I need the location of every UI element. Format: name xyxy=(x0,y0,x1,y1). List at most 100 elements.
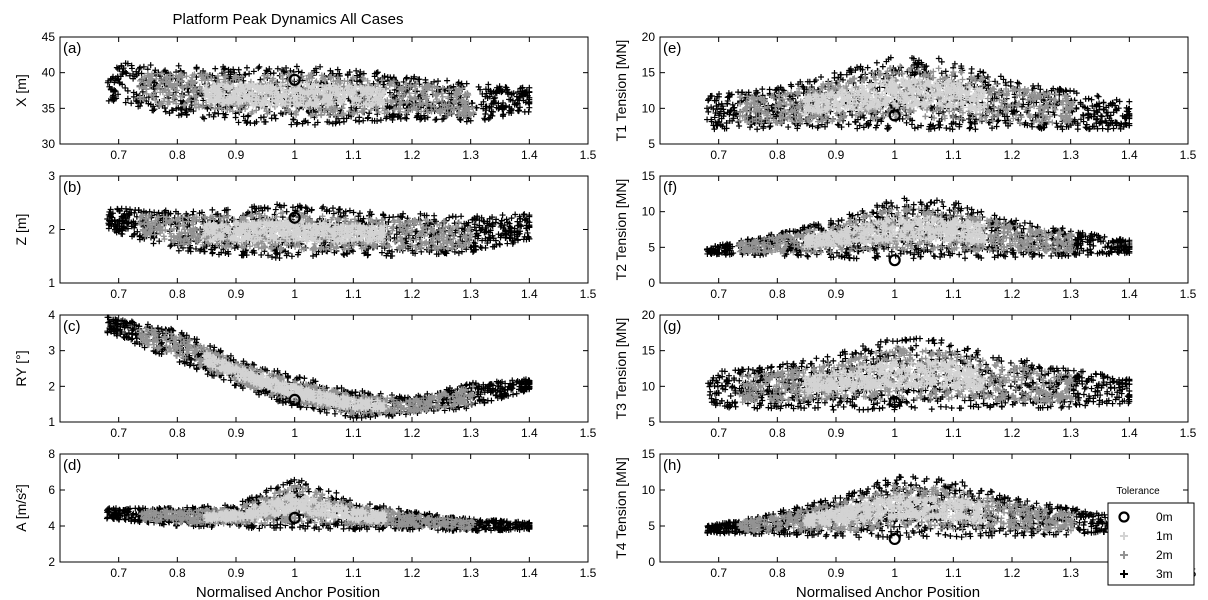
point-3m xyxy=(110,92,117,99)
point-3m xyxy=(479,90,486,97)
point-3m xyxy=(201,115,208,122)
y-tick-label: 1 xyxy=(48,276,55,290)
point-3m xyxy=(270,70,277,77)
point-3m xyxy=(334,66,341,73)
x-tick-label: 1.3 xyxy=(462,426,479,440)
point-3m xyxy=(288,121,295,128)
x-tick-label: 0.9 xyxy=(228,287,245,301)
point-3m xyxy=(257,114,264,121)
point-3m xyxy=(371,70,378,77)
point-3m xyxy=(449,213,456,220)
x-tick-label: 1.2 xyxy=(404,148,421,162)
point-3m xyxy=(288,111,295,118)
point-3m xyxy=(272,254,279,261)
y-tick-label: 2 xyxy=(48,223,55,237)
point-3m xyxy=(128,62,135,69)
point-3m xyxy=(525,108,532,115)
point-3m xyxy=(256,63,263,70)
point-3m xyxy=(506,96,513,103)
y-tick-label: 45 xyxy=(42,30,56,44)
x-tick-label: 0.9 xyxy=(228,426,245,440)
point-2m xyxy=(455,219,462,226)
point-3m xyxy=(209,206,216,213)
point-3m xyxy=(155,69,162,76)
x-tick-label: 1.3 xyxy=(462,148,479,162)
point-3m xyxy=(128,100,135,107)
x-tick-label: 1.2 xyxy=(404,287,421,301)
point-3m xyxy=(132,206,139,213)
point-3m xyxy=(176,358,183,365)
point-3m xyxy=(467,117,474,124)
x-tick-label: 0.7 xyxy=(110,287,127,301)
point-3m xyxy=(499,212,506,219)
x-tick-label: 1 xyxy=(291,426,298,440)
point-3m xyxy=(486,93,493,100)
point-3m xyxy=(277,110,284,117)
point-3m xyxy=(263,67,270,74)
x-tick-label: 0.8 xyxy=(169,426,186,440)
x-tick-label: 1.1 xyxy=(345,287,362,301)
y-tick-label: 35 xyxy=(42,101,56,115)
point-3m xyxy=(133,68,140,75)
point-3m xyxy=(348,77,355,84)
y-tick-label: 1 xyxy=(48,415,55,429)
point-3m xyxy=(124,95,131,102)
x-tick-label: 1.5 xyxy=(580,287,597,301)
y-tick-label: 3 xyxy=(48,344,55,358)
point-3m xyxy=(243,64,250,71)
point-3m xyxy=(126,72,133,79)
point-3m xyxy=(439,116,446,123)
point-3m xyxy=(185,89,192,96)
point-3m xyxy=(317,63,324,70)
point-3m xyxy=(184,85,191,92)
x-tick-label: 0.8 xyxy=(169,287,186,301)
x-tick-label: 0.7 xyxy=(110,426,127,440)
point-3m xyxy=(320,203,327,210)
point-3m xyxy=(162,108,169,115)
point-3m xyxy=(147,62,154,69)
x-tick-label: 1.5 xyxy=(580,426,597,440)
point-3m xyxy=(215,110,222,117)
point-3m xyxy=(431,212,438,219)
point-3m xyxy=(516,104,523,111)
point-3m xyxy=(329,205,336,212)
point-3m xyxy=(283,208,290,215)
point-3m xyxy=(209,250,216,257)
point-3m xyxy=(178,111,185,118)
point-3m xyxy=(135,103,142,110)
point-3m xyxy=(403,75,410,82)
x-tick-label: 0.8 xyxy=(169,148,186,162)
point-3m xyxy=(323,208,330,215)
point-3m xyxy=(156,238,163,245)
point-3m xyxy=(140,63,147,70)
point-3m xyxy=(280,68,287,75)
point-3m xyxy=(433,116,440,123)
point-3m xyxy=(378,249,385,256)
point-3m xyxy=(272,115,279,122)
point-3m xyxy=(421,112,428,119)
point-3m xyxy=(377,117,384,124)
point-3m xyxy=(353,72,360,79)
point-3m xyxy=(311,121,318,128)
point-3m xyxy=(190,208,197,215)
point-3m xyxy=(458,213,465,220)
point-3m xyxy=(261,118,268,125)
point-3m xyxy=(310,253,317,260)
x-tick-label: 1 xyxy=(291,148,298,162)
point-3m xyxy=(119,231,126,238)
point-3m xyxy=(403,115,410,122)
point-3m xyxy=(115,91,122,98)
panel-tag: (a) xyxy=(63,40,81,57)
x-tick-label: 1.3 xyxy=(462,287,479,301)
point-3m xyxy=(496,83,503,90)
point-3m xyxy=(446,214,453,221)
point-3m xyxy=(508,215,515,222)
point-3m xyxy=(274,79,281,86)
point-2m xyxy=(439,93,446,100)
point-3m xyxy=(488,397,495,404)
point-3m xyxy=(257,76,264,83)
point-3m xyxy=(122,84,129,91)
